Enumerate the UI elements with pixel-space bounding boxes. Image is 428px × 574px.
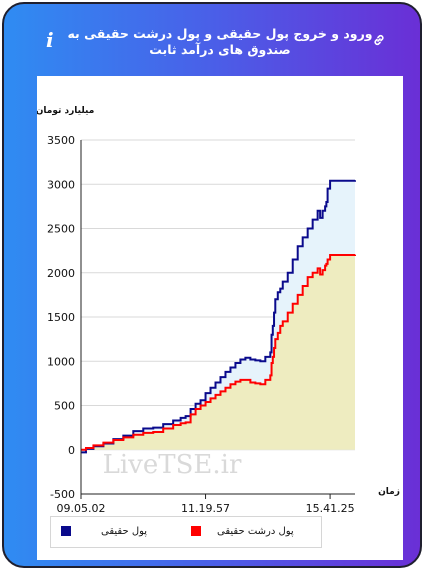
chart-card: ورود و خروج پول حقیقی و پول درشت حقیقی ب… bbox=[2, 2, 422, 568]
y-tick-label: 2500 bbox=[47, 223, 75, 236]
y-tick-label: 3500 bbox=[47, 134, 75, 147]
x-axis-label: زمان bbox=[378, 487, 400, 497]
x-tick-label: 15.41.25 bbox=[306, 502, 355, 515]
legend-label: پول درشت حقیقی bbox=[217, 526, 294, 537]
chart-panel: -500 0 500 1000 1500 2000 2500 3000 3500 09.05.02… bbox=[37, 76, 403, 560]
chart-title: ورود و خروج پول حقیقی و پول درشت حقیقی ب… bbox=[67, 26, 373, 57]
y-tick-label: 0 bbox=[68, 444, 75, 457]
y-tick-label: -500 bbox=[50, 488, 75, 501]
y-tick-label: 3000 bbox=[47, 178, 75, 191]
legend-label: پول حقیقی bbox=[101, 526, 148, 537]
info-icon[interactable]: i bbox=[46, 28, 54, 52]
legend-swatch bbox=[61, 526, 71, 536]
y-axis-label: میلیارد تومان bbox=[37, 106, 94, 116]
watermark-text: LiveTSE.ir bbox=[103, 450, 242, 480]
chart-legend: پول حقیقی پول درشت حقیقی bbox=[50, 516, 322, 548]
legend-swatch bbox=[191, 526, 201, 536]
x-tick-label: 11.19.57 bbox=[181, 502, 230, 515]
chart-header: ورود و خروج پول حقیقی و پول درشت حقیقی ب… bbox=[4, 4, 420, 76]
y-tick-label: 1000 bbox=[47, 355, 75, 368]
y-tick-label: 2000 bbox=[47, 267, 75, 280]
series-area-1 bbox=[81, 254, 355, 450]
chart-svg: -500 0 500 1000 1500 2000 2500 3000 3500 09.05.02… bbox=[37, 106, 400, 515]
series-line-1 bbox=[81, 254, 356, 451]
y-tick-label: 1500 bbox=[47, 311, 75, 324]
y-tick-label: 500 bbox=[54, 400, 75, 413]
x-tick-label: 09.05.02 bbox=[57, 502, 106, 515]
series-line-0 bbox=[81, 179, 356, 454]
link-icon[interactable] bbox=[372, 33, 386, 47]
